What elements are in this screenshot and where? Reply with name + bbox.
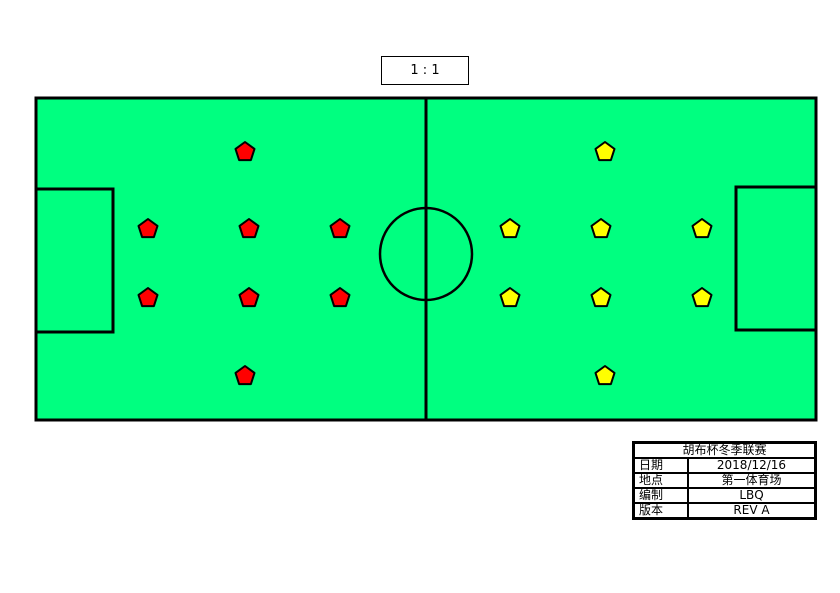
info-row-date: 日期 2018/12/16 [632, 457, 817, 474]
info-row-venue: 地点 第一体育场 [632, 472, 817, 489]
match-info-table: 胡布杯冬季联赛 日期 2018/12/16 地点 第一体育场 编制 LBQ 版本… [632, 441, 817, 520]
date-label: 日期 [632, 457, 689, 474]
info-row-revision: 版本 REV A [632, 502, 817, 520]
red-team-player-8 [234, 365, 256, 386]
yellow-team-player-3 [590, 218, 612, 239]
yellow-team-player-7 [691, 287, 713, 308]
yellow-team-player-4 [691, 218, 713, 239]
yellow-team-player-2 [499, 218, 521, 239]
red-team-player-5 [137, 287, 159, 308]
right-penalty-box [734, 185, 818, 332]
date-value: 2018/12/16 [687, 457, 817, 474]
yellow-team-player-5 [499, 287, 521, 308]
info-row-author: 编制 LBQ [632, 487, 817, 504]
league-title: 胡布杯冬季联赛 [632, 441, 817, 459]
red-team-player-4 [329, 218, 351, 239]
yellow-team-player-6 [590, 287, 612, 308]
center-circle [378, 206, 474, 302]
author-value: LBQ [687, 487, 817, 504]
red-team-player-6 [238, 287, 260, 308]
venue-label: 地点 [632, 472, 689, 489]
red-team-player-3 [238, 218, 260, 239]
score-display: 1 : 1 [381, 56, 469, 85]
revision-label: 版本 [632, 502, 689, 520]
yellow-team-player-1 [594, 141, 616, 162]
revision-value: REV A [687, 502, 817, 520]
red-team-player-7 [329, 287, 351, 308]
left-penalty-box [34, 187, 115, 334]
red-team-player-2 [137, 218, 159, 239]
author-label: 编制 [632, 487, 689, 504]
yellow-team-player-8 [594, 365, 616, 386]
red-team-player-1 [234, 141, 256, 162]
venue-value: 第一体育场 [687, 472, 817, 489]
